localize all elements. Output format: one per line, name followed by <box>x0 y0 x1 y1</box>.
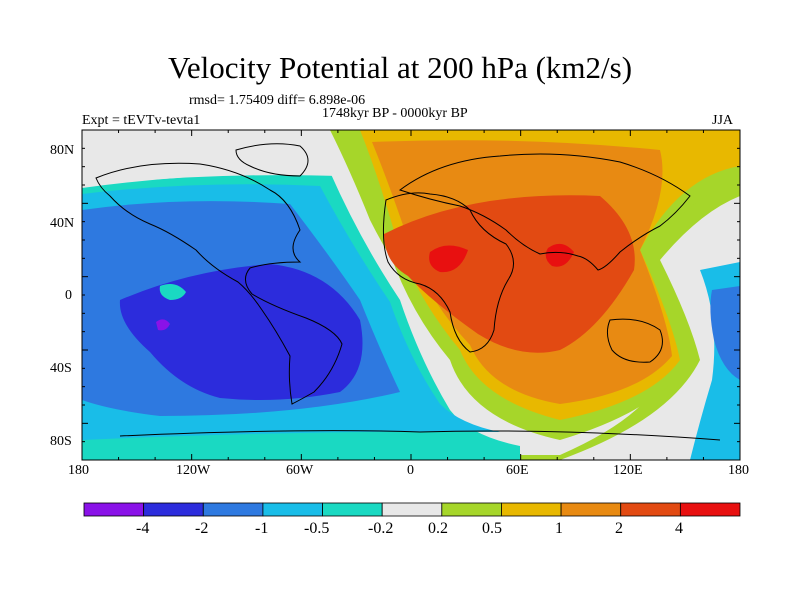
lat-tick-label: 80N <box>50 143 75 158</box>
lat-tick-label: 0 <box>65 288 72 303</box>
experiment-label: Expt = tEVTv-tevta1 <box>82 113 201 128</box>
lon-tick-label: 180 <box>68 463 89 478</box>
map-title: Velocity Potential at 200 hPa (km2/s) <box>167 50 633 85</box>
colorbar-swatch <box>679 502 741 517</box>
lon-tick-label: 120E <box>613 463 643 478</box>
lon-tick-label: 60E <box>506 463 529 478</box>
colorbar-swatch <box>441 502 502 517</box>
colorbar-label: 2 <box>615 520 623 537</box>
colorbar-label: 1 <box>555 520 563 537</box>
colorbar-swatch <box>143 502 204 517</box>
colorbar-label: 0.2 <box>428 520 448 537</box>
colorbar <box>83 502 741 517</box>
colorbar-swatch <box>202 502 264 517</box>
colorbar-label: -4 <box>136 520 150 537</box>
colorbar-label: -1 <box>255 520 269 537</box>
lat-tick-label: 80S <box>50 434 72 449</box>
lat-tick-label: 40N <box>50 216 75 231</box>
period-label: 1748kyr BP - 0000kyr BP <box>322 106 468 121</box>
colorbar-label: -2 <box>195 520 209 537</box>
lat-tick-label: 40S <box>50 361 72 376</box>
contour-field <box>82 130 740 460</box>
season-label: JJA <box>712 113 734 128</box>
colorbar-swatch <box>620 502 681 517</box>
colorbar-swatch <box>381 502 443 517</box>
colorbar-swatch <box>560 502 622 517</box>
coastlines <box>95 143 721 441</box>
lon-tick-label: 180 <box>728 463 749 478</box>
lon-tick-label: 120W <box>176 463 211 478</box>
colorbar-label: 0.5 <box>482 520 502 537</box>
colorbar-swatch <box>262 502 323 517</box>
stats-text: rmsd= 1.75409 diff= 6.898e-06 <box>189 93 366 108</box>
colorbar-label: -0.2 <box>368 520 394 537</box>
colorbar-label: -0.5 <box>304 520 330 537</box>
colorbar-swatch <box>501 502 562 517</box>
colorbar-swatch <box>83 502 145 517</box>
lon-tick-label: 0 <box>407 463 414 478</box>
axis-ticks <box>81 129 741 461</box>
lon-tick-label: 60W <box>286 463 314 478</box>
colorbar-label: 4 <box>675 520 683 537</box>
colorbar-swatch <box>322 502 383 517</box>
